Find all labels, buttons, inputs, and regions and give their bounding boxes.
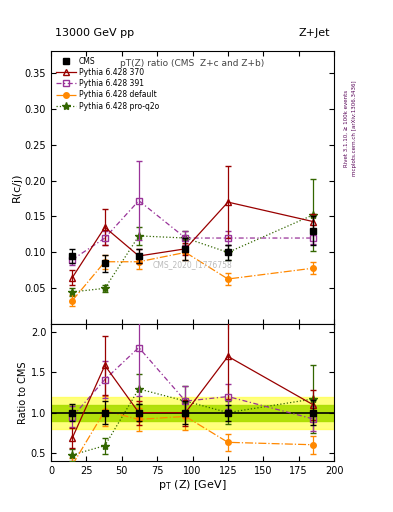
Bar [51,397,334,429]
Y-axis label: R(c/j): R(c/j) [12,173,22,202]
Text: pT(Z) ratio (CMS  Z+c and Z+b): pT(Z) ratio (CMS Z+c and Z+b) [120,59,265,69]
Text: Rivet 3.1.10, ≥ 100k events: Rivet 3.1.10, ≥ 100k events [344,90,349,166]
Bar [51,404,334,421]
Text: mcplots.cern.ch [arXiv:1306.3436]: mcplots.cern.ch [arXiv:1306.3436] [352,80,357,176]
Text: Z+Jet: Z+Jet [299,28,330,38]
Text: CMS_2020_I1776758: CMS_2020_I1776758 [153,260,232,269]
Legend: CMS, Pythia 6.428 370, Pythia 6.428 391, Pythia 6.428 default, Pythia 6.428 pro-: CMS, Pythia 6.428 370, Pythia 6.428 391,… [55,55,160,112]
Text: 13000 GeV pp: 13000 GeV pp [55,28,134,38]
X-axis label: $\mathrm{p_T}$ (Z) [GeV]: $\mathrm{p_T}$ (Z) [GeV] [158,478,227,493]
Y-axis label: Ratio to CMS: Ratio to CMS [18,361,28,424]
